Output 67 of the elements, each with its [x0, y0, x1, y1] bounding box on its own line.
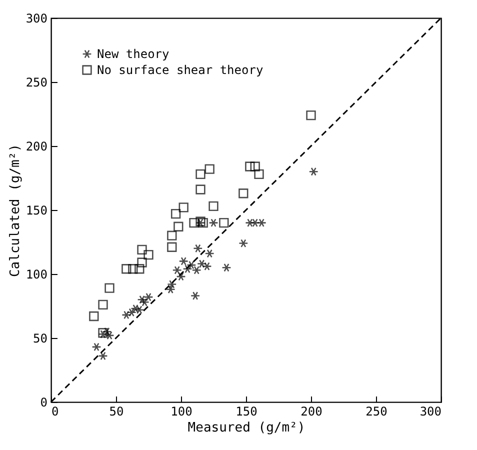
point — [204, 164, 214, 174]
point — [182, 264, 192, 274]
point — [245, 218, 255, 228]
legend-label: New theory — [97, 47, 170, 61]
point — [174, 222, 184, 232]
legend-label: No surface shear theory — [97, 63, 264, 77]
point — [172, 266, 182, 274]
point — [198, 218, 208, 228]
point — [102, 327, 112, 336]
point — [104, 331, 114, 340]
point — [222, 263, 232, 272]
x-tick-label: 100 — [170, 404, 192, 418]
point — [178, 256, 188, 266]
point — [245, 162, 255, 172]
point — [204, 249, 214, 258]
point — [170, 209, 181, 219]
point — [98, 352, 108, 360]
point — [176, 272, 186, 281]
x-tick-label: 200 — [300, 404, 322, 418]
point — [166, 285, 176, 294]
y-tick-label: 300 — [26, 12, 48, 26]
y-tick-label: 200 — [26, 140, 48, 154]
y-tick-label: 50 — [33, 332, 48, 346]
point — [190, 291, 200, 300]
y-tick-label: 0 — [40, 396, 48, 410]
y-axis-title: Calculated (g/m²) — [8, 144, 23, 278]
point — [208, 201, 218, 211]
point — [250, 218, 260, 228]
point — [256, 218, 266, 228]
point — [92, 342, 102, 352]
point — [130, 304, 140, 313]
point — [128, 264, 138, 274]
point — [89, 311, 99, 322]
point — [202, 262, 212, 271]
point — [219, 218, 229, 228]
x-tick-label: 150 — [236, 404, 258, 418]
point — [137, 258, 147, 268]
x-tick-label: 50 — [109, 404, 124, 418]
point — [167, 280, 177, 289]
point — [254, 169, 264, 179]
point — [193, 244, 203, 253]
y-tick-label: 100 — [26, 268, 48, 282]
point — [196, 184, 206, 194]
point — [306, 110, 316, 120]
point — [122, 264, 132, 274]
point — [238, 188, 248, 198]
point — [178, 202, 188, 212]
point — [104, 283, 114, 293]
point — [308, 167, 318, 176]
point — [189, 218, 199, 228]
point — [238, 238, 248, 248]
y-tick-label: 150 — [26, 204, 48, 218]
point — [167, 242, 177, 252]
y-tick-label: 250 — [26, 76, 48, 90]
x-tick-label: 250 — [366, 404, 388, 418]
point — [144, 250, 154, 260]
x-tick-label: 0 — [52, 404, 59, 418]
point — [196, 169, 206, 179]
x-axis-title: Measured (g/m²) — [188, 420, 306, 436]
point — [250, 162, 260, 172]
point — [186, 260, 196, 270]
point — [208, 218, 218, 228]
x-tick-label: 300 — [420, 404, 442, 418]
point — [134, 264, 144, 274]
point — [167, 230, 177, 240]
point — [98, 300, 108, 310]
point — [137, 244, 147, 255]
